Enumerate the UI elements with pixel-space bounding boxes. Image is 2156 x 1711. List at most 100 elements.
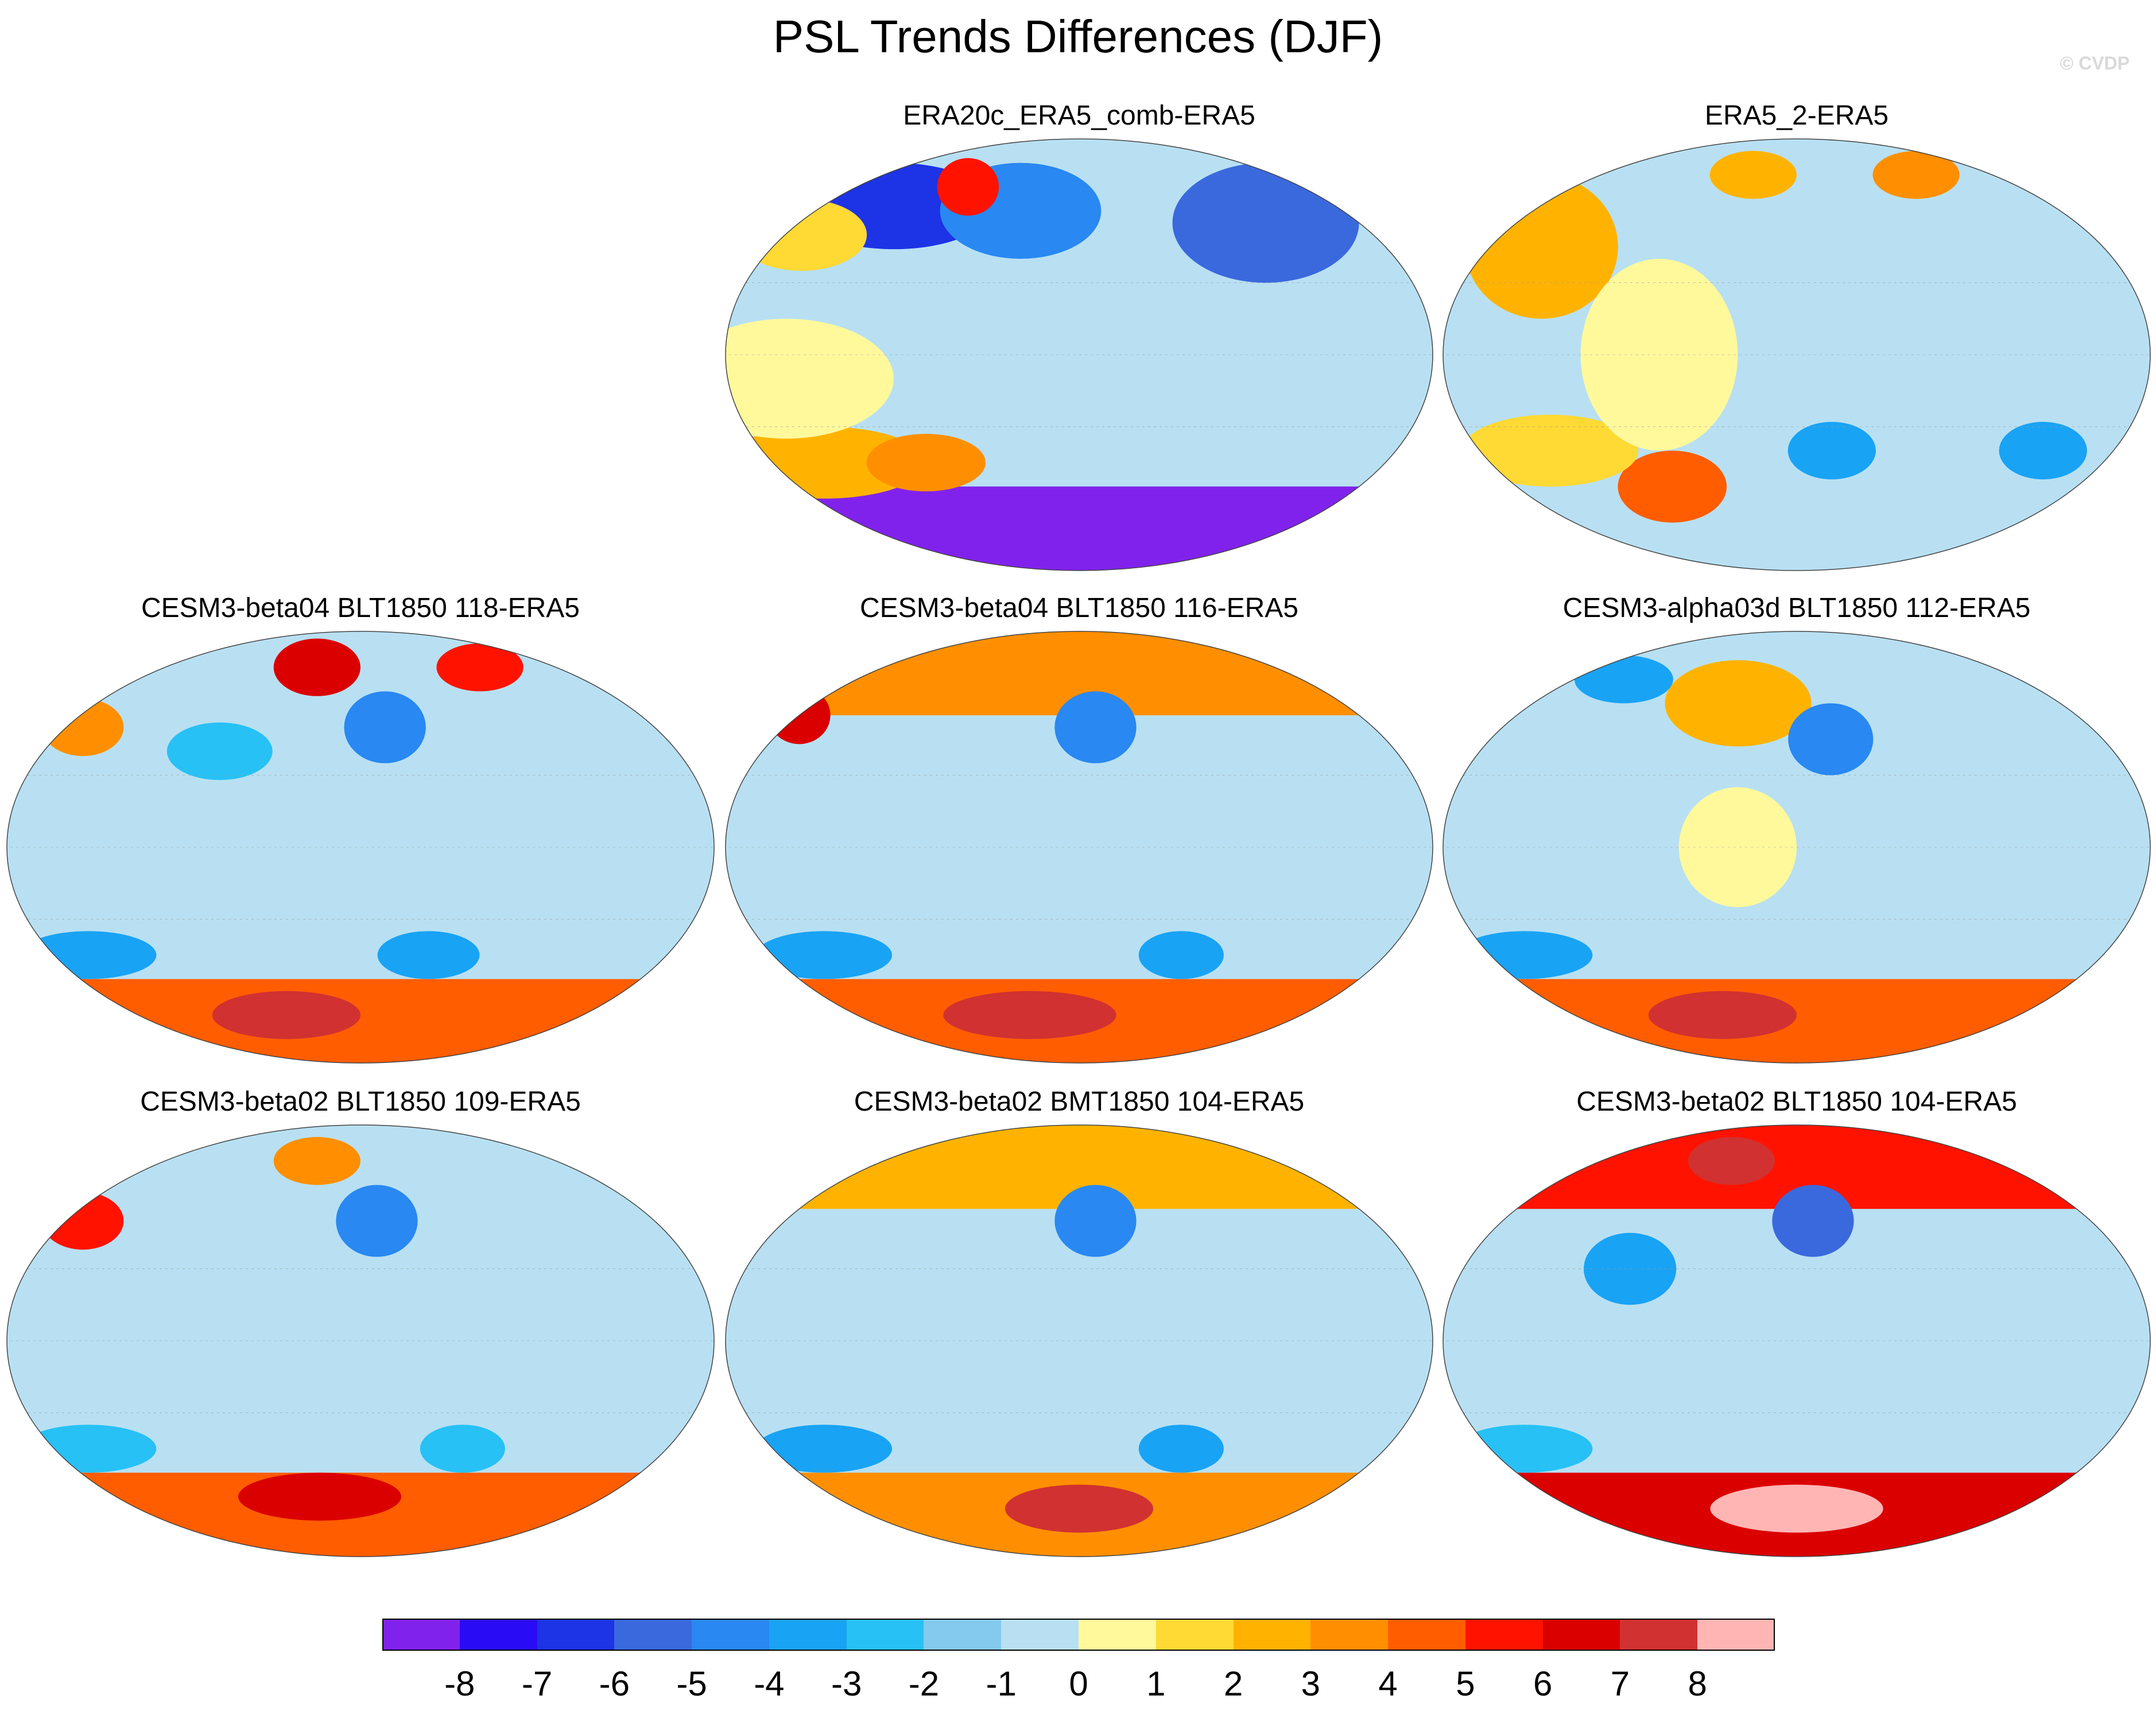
colorbar-bin <box>1155 1619 1234 1651</box>
colorbar-tick-label: 8 <box>1688 1665 1707 1703</box>
contour-region <box>42 698 124 756</box>
contour-region <box>1787 421 1876 480</box>
contour-region <box>755 1425 892 1473</box>
southern-band <box>1443 979 2150 1063</box>
contour-region <box>42 1192 124 1250</box>
colorbar-tick-label: -4 <box>754 1665 785 1703</box>
contour-map <box>1442 138 2151 571</box>
colorbar-tick-label: -3 <box>831 1665 862 1703</box>
contour-region <box>436 643 524 692</box>
map-panel-era5-2: ERA5_2-ERA5 <box>1441 99 2153 587</box>
colorbar-bin <box>1620 1619 1698 1651</box>
map-outline <box>1442 1124 2151 1557</box>
contour-region <box>1665 660 1812 747</box>
colorbar-tick-label: 7 <box>1610 1665 1630 1703</box>
contour-region <box>420 1425 505 1473</box>
map-outline <box>1442 631 2151 1064</box>
colorbar-tick-label: 0 <box>1069 1665 1088 1703</box>
panel-title: CESM3-beta04 BLT1850 116-ERA5 <box>860 593 1298 623</box>
contour-region <box>1138 1425 1224 1473</box>
contour-region <box>1456 931 1593 979</box>
contour-region <box>1005 1484 1154 1533</box>
colorbar-bin <box>614 1619 692 1651</box>
colorbar-tick-label: -6 <box>599 1665 630 1703</box>
map-panel-beta04-118: CESM3-beta04 BLT1850 118-ERA5 <box>5 591 716 1079</box>
colorbar-tick-label: -1 <box>986 1665 1017 1703</box>
contour-region <box>1138 931 1224 979</box>
contour-map <box>725 631 1433 1064</box>
contour-region <box>238 1472 402 1521</box>
contour-region <box>1172 162 1359 283</box>
colorbar-outline <box>382 1619 1775 1651</box>
colorbar-bin <box>1233 1619 1311 1651</box>
colorbar-tick-label: -8 <box>444 1665 475 1703</box>
contour-region <box>1574 655 1673 704</box>
contour-region <box>1678 787 1797 907</box>
watermark: © CVDP <box>2060 53 2130 73</box>
panel-title: ERA5_2-ERA5 <box>1704 100 1889 131</box>
contour-map <box>6 631 715 1064</box>
panel-title: CESM3-beta02 BLT1850 104-ERA5 <box>1576 1087 2017 1117</box>
contour-region <box>377 931 480 979</box>
colorbar-tick-label: 1 <box>1146 1665 1166 1703</box>
map-outline <box>725 631 1433 1064</box>
panel-title: CESM3-alpha03d BLT1850 112-ERA5 <box>1562 593 2031 623</box>
contour-region <box>1710 1484 1883 1533</box>
colorbar-bin <box>1465 1619 1544 1651</box>
contour-region <box>1872 150 1960 199</box>
southern-band <box>726 486 1433 571</box>
map-panel-beta04-116: CESM3-beta04 BLT1850 116-ERA5 <box>723 591 1435 1079</box>
colorbar-tick-label: 6 <box>1533 1665 1553 1703</box>
colorbar-bin <box>1001 1619 1079 1651</box>
colorbar-tick-label: 2 <box>1223 1665 1243 1703</box>
contour-region <box>1462 414 1639 487</box>
colorbar-bin <box>1697 1619 1775 1651</box>
contour-region <box>1456 1425 1593 1473</box>
contour-region <box>1648 991 1797 1039</box>
map-outline <box>725 1124 1433 1557</box>
contour-region <box>1788 703 1874 775</box>
contour-region <box>1709 150 1797 199</box>
panel-title: CESM3-beta02 BMT1850 104-ERA5 <box>854 1087 1305 1117</box>
contour-region <box>166 722 273 781</box>
map-panel-era20c: ERA20c_ERA5_comb-ERA5 <box>723 99 1435 587</box>
contour-region <box>273 1136 360 1185</box>
colorbar-bin <box>1079 1619 1157 1651</box>
contour-region <box>943 991 1116 1039</box>
colorbar-bin <box>924 1619 1002 1651</box>
contour-region <box>20 1425 157 1473</box>
contour-map <box>1442 631 2151 1064</box>
map-outline <box>1442 138 2151 571</box>
colorbar-bin <box>459 1619 538 1651</box>
map-panel-beta02-blt-104: CESM3-beta02 BLT1850 104-ERA5 <box>1441 1085 2153 1573</box>
contour-region <box>344 691 426 763</box>
contour-region <box>937 158 999 216</box>
contour-map <box>1442 1124 2151 1557</box>
panel-title: CESM3-beta02 BLT1850 109-ERA5 <box>140 1087 581 1117</box>
panel-title: CESM3-beta04 BLT1850 118-ERA5 <box>141 593 580 623</box>
contour-region <box>1688 1136 1775 1185</box>
colorbar-tick-label: 3 <box>1301 1665 1321 1703</box>
colorbar-tick-label: 5 <box>1456 1665 1475 1703</box>
contour-region <box>1054 691 1137 763</box>
map-outline <box>6 1124 715 1557</box>
contour-region <box>273 638 360 696</box>
contour-region <box>1054 1185 1137 1257</box>
map-outline <box>725 138 1433 571</box>
contour-region <box>736 199 867 271</box>
contour-map <box>725 138 1433 571</box>
colorbar-tick-label: -2 <box>908 1665 940 1703</box>
colorbar-bin <box>1388 1619 1466 1651</box>
page-title: PSL Trends Differences (DJF) <box>773 11 1383 62</box>
colorbar-bin <box>382 1619 460 1651</box>
colorbar-bin <box>1310 1619 1389 1651</box>
contour-region <box>1618 451 1727 523</box>
contour-map <box>725 1124 1433 1557</box>
colorbar-tick-label: -7 <box>521 1665 553 1703</box>
colorbar-bin <box>537 1619 615 1651</box>
map-panel-alpha03d-112: CESM3-alpha03d BLT1850 112-ERA5 <box>1441 591 2153 1079</box>
southern-band <box>7 979 714 1063</box>
colorbar-bin <box>846 1619 924 1651</box>
panel-title: ERA20c_ERA5_comb-ERA5 <box>903 100 1255 131</box>
colorbar-tick-label: -5 <box>676 1665 707 1703</box>
